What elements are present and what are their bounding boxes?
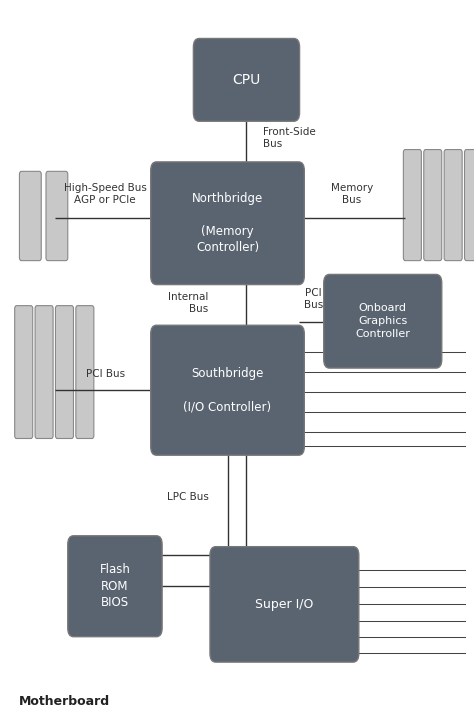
- FancyBboxPatch shape: [210, 547, 359, 662]
- Text: Onboard
Graphics
Controller: Onboard Graphics Controller: [356, 303, 410, 339]
- FancyBboxPatch shape: [19, 171, 41, 261]
- Text: Memory
Bus: Memory Bus: [330, 183, 373, 205]
- FancyBboxPatch shape: [465, 150, 474, 261]
- Text: Super I/O: Super I/O: [255, 598, 314, 611]
- Text: Front-Side
Bus: Front-Side Bus: [263, 127, 316, 149]
- FancyBboxPatch shape: [151, 325, 304, 455]
- FancyBboxPatch shape: [424, 150, 442, 261]
- FancyBboxPatch shape: [68, 536, 162, 637]
- FancyBboxPatch shape: [151, 162, 304, 285]
- FancyBboxPatch shape: [324, 274, 442, 368]
- FancyBboxPatch shape: [46, 171, 68, 261]
- FancyBboxPatch shape: [76, 306, 94, 439]
- Text: Flash
ROM
BIOS: Flash ROM BIOS: [100, 563, 130, 609]
- FancyBboxPatch shape: [55, 306, 73, 439]
- Text: PCI
Bus: PCI Bus: [304, 288, 323, 310]
- Text: CPU: CPU: [232, 73, 261, 87]
- Text: Northbridge

(Memory
Controller): Northbridge (Memory Controller): [192, 192, 263, 255]
- Text: Southbridge

(I/O Controller): Southbridge (I/O Controller): [183, 367, 272, 413]
- Text: Internal
Bus: Internal Bus: [168, 293, 209, 314]
- FancyBboxPatch shape: [35, 306, 53, 439]
- Text: High-Speed Bus
AGP or PCIe: High-Speed Bus AGP or PCIe: [64, 183, 146, 205]
- FancyBboxPatch shape: [193, 38, 300, 121]
- Text: Motherboard: Motherboard: [19, 695, 110, 708]
- Text: PCI Bus: PCI Bus: [86, 369, 125, 379]
- FancyBboxPatch shape: [403, 150, 421, 261]
- FancyBboxPatch shape: [444, 150, 462, 261]
- Text: LPC Bus: LPC Bus: [167, 492, 209, 502]
- FancyBboxPatch shape: [15, 306, 33, 439]
